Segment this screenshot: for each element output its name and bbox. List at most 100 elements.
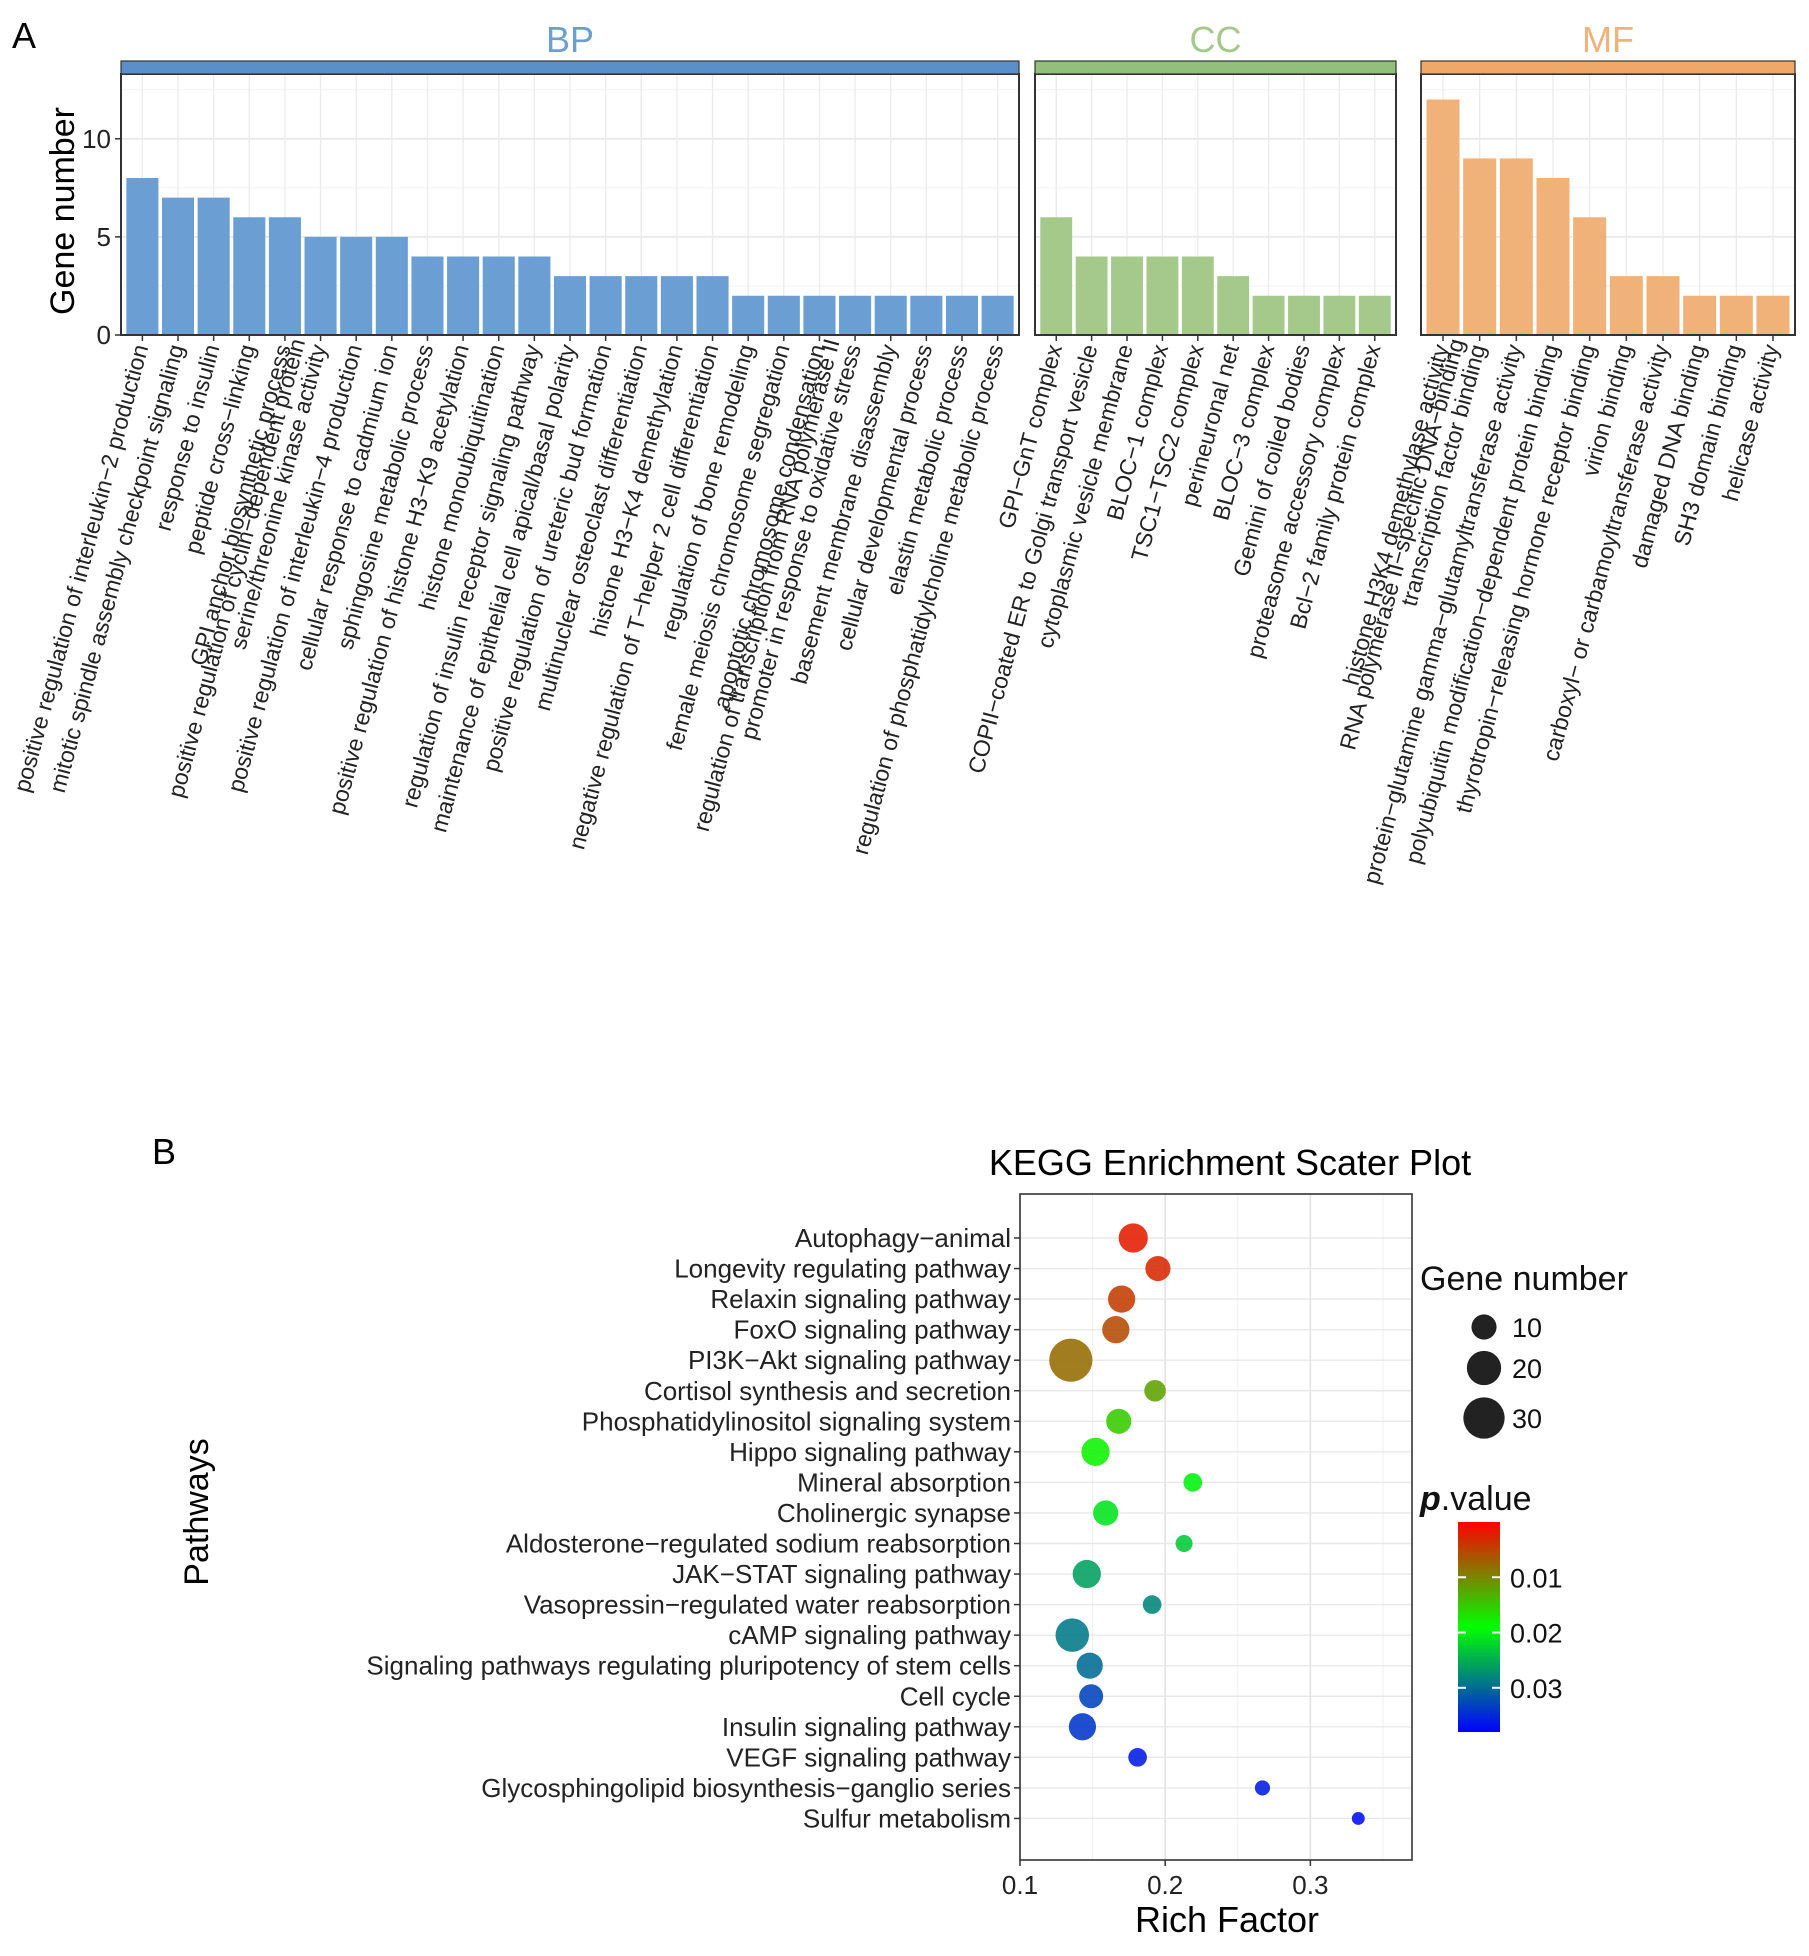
pathway-label: Phosphatidylinositol signaling system [582,1406,1011,1436]
facet-strip [1034,60,1397,75]
legend-color-title: p.value [1419,1480,1532,1518]
panel-label-b: B [152,1131,176,1172]
legend-colorbar-label: 0.01 [1510,1563,1563,1593]
pathway-label: Vasopressin−regulated water reabsorption [524,1590,1011,1620]
legend-color-title-italic: p [1419,1480,1441,1518]
pathway-label: PI3K−Akt signaling pathway [688,1345,1011,1375]
bar-bp [518,256,551,335]
pathway-point [1079,1684,1104,1709]
bar-bp [981,295,1014,335]
pathway-label: Mineral absorption [797,1467,1011,1497]
pathway-label: Longevity regulating pathway [674,1254,1011,1284]
bar-bp [767,295,800,335]
scatter-legend: Gene number 10 20 30 p.value 0.01 0.02 0.03 [1419,1260,1628,1732]
legend-size-key [1471,1314,1497,1340]
scatter-y-axis-label: Pathways [178,1438,216,1585]
bar-bp [874,295,907,335]
pathway-point [1145,1255,1171,1282]
pathway-label: Glycosphingolipid biosynthesis−ganglio s… [481,1773,1011,1803]
pathway-label: cAMP signaling pathway [728,1620,1011,1650]
legend-colorbar [1458,1522,1500,1732]
pathway-point [1106,1408,1132,1434]
bar-cc [1288,295,1320,335]
x-tick-label: 0.1 [1002,1870,1038,1900]
bar-y-axis-label: Gene number [44,107,82,315]
pathway-label: Hippo signaling pathway [729,1437,1011,1467]
facet-title-mf: MF [1582,19,1634,60]
pathway-point [1118,1223,1148,1253]
y-tick-label: 5 [97,222,111,252]
bar-bp [910,295,943,335]
pathway-label: Autophagy−animal [795,1223,1011,1253]
x-tick-label: 0.3 [1292,1870,1328,1900]
pathway-point [1072,1559,1101,1589]
x-tick-label: 0.2 [1147,1870,1183,1900]
bar-cc [1323,295,1356,335]
bar-mf [1683,295,1717,335]
bar-bp [375,236,408,335]
bar-bp [803,295,836,335]
bar-mf [1463,158,1497,335]
bar-mf [1499,158,1533,335]
legend-size-title: Gene number [1420,1260,1628,1298]
panel-label-a: A [12,15,36,56]
pathway-point [1108,1285,1136,1313]
bar-bp [161,197,195,335]
scatter-title: KEGG Enrichment Scater Plot [989,1142,1471,1183]
legend-size-key [1466,1350,1502,1386]
bar-bp [233,217,266,335]
bar-bp [304,236,337,335]
pathway-point [1144,1379,1166,1402]
pathway-point [1183,1473,1203,1492]
pathway-point [1142,1595,1162,1614]
legend-size-key [1463,1397,1505,1439]
legend-color-title-rest: .value [1441,1480,1532,1518]
bar-bp [625,276,658,335]
bar-mf [1646,276,1680,335]
pathway-label: Sulfur metabolism [803,1803,1011,1833]
legend-colorbar-label: 0.03 [1510,1674,1563,1704]
bar-bp [482,256,515,335]
facet-strip [120,60,1020,75]
bar-mf [1573,217,1607,335]
bar-bp [447,256,480,335]
scatter-x-axis-label: Rich Factor [1135,1899,1319,1940]
legend-size-label: 30 [1512,1404,1542,1434]
pathway-point [1093,1500,1119,1526]
pathway-point [1068,1713,1097,1741]
bar-cc [1075,256,1108,335]
y-tick-label: 0 [97,320,111,350]
bar-cc [1252,295,1285,335]
bar-cc [1146,256,1179,335]
bar-mf [1719,295,1753,335]
pathway-label: FoxO signaling pathway [734,1315,1011,1345]
scatter-plot-area [1020,1194,1412,1860]
pathway-point [1055,1618,1090,1652]
bar-bp [945,295,979,335]
bar-cc [1181,256,1214,335]
legend-size-label: 20 [1512,1354,1542,1384]
bar-cc [1217,276,1250,335]
y-tick-label: 10 [82,124,111,154]
bar-cc [1358,295,1391,335]
bar-cc [1040,217,1073,335]
bar-bp [126,178,159,335]
bar-bp [660,276,693,335]
pathway-point [1049,1338,1093,1382]
bar-bp [268,217,301,335]
bar-bp [839,295,872,335]
facet-title-bp: BP [546,19,594,60]
pathway-point [1128,1748,1147,1767]
pathway-label: Cholinergic synapse [777,1498,1011,1528]
bar-bp [553,276,587,335]
pathway-point [1351,1812,1365,1825]
pathway-label: Cell cycle [900,1681,1011,1711]
bar-bp [411,256,444,335]
bar-bp [589,276,622,335]
pathway-label: JAK−STAT signaling pathway [672,1559,1011,1589]
bar-bp [696,276,729,335]
pathway-point [1175,1535,1193,1552]
legend-size-label: 10 [1512,1313,1542,1343]
